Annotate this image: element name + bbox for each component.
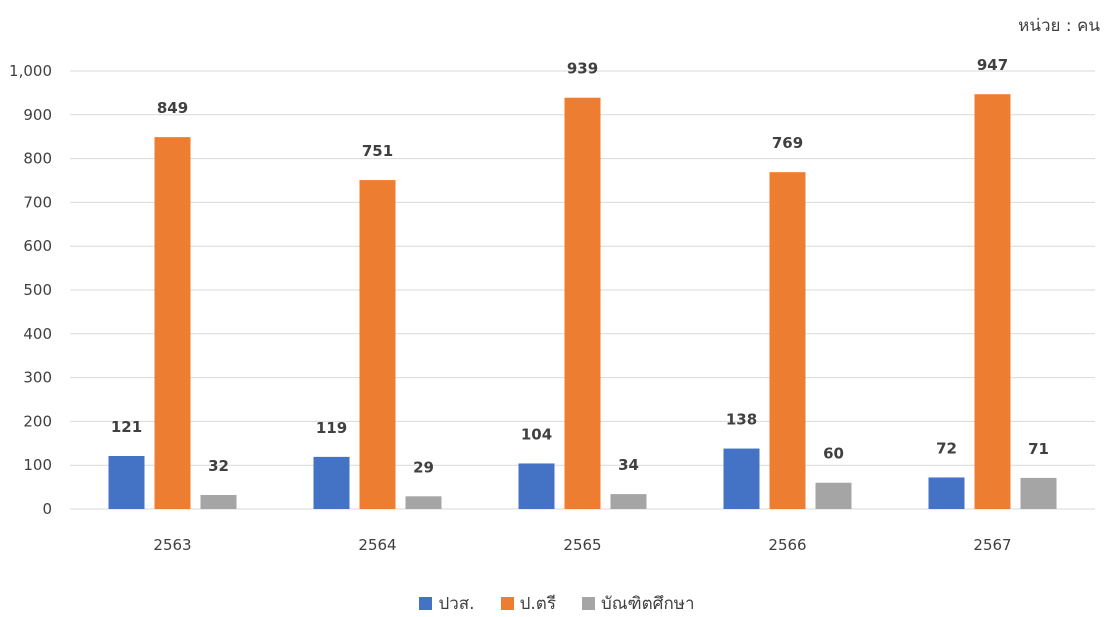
x-tick-label: 2567 [973, 536, 1011, 554]
y-tick-label: 600 [23, 237, 52, 255]
bar [974, 94, 1011, 510]
data-label: 72 [936, 439, 957, 457]
bar [359, 180, 396, 509]
legend-label-bachelor: ป.ตรี [519, 594, 556, 614]
legend-swatch-bachelor [500, 597, 514, 610]
data-label: 769 [772, 134, 803, 152]
bar [610, 494, 647, 509]
data-label: 751 [362, 142, 393, 160]
y-tick-label: 700 [23, 193, 52, 211]
data-label: 32 [208, 457, 229, 475]
bar [723, 448, 760, 509]
data-label: 29 [413, 458, 434, 476]
legend-swatch-diploma [419, 597, 433, 610]
bar [108, 456, 145, 509]
x-tick-label: 2566 [768, 536, 806, 554]
x-tick-label: 2565 [563, 536, 601, 554]
data-label: 849 [157, 99, 188, 117]
data-label: 60 [823, 445, 844, 463]
legend-swatch-graduate [581, 597, 595, 610]
y-tick-label: 500 [23, 281, 52, 299]
legend-item-graduate: บัณฑิตศึกษา [581, 590, 695, 617]
legend-label-graduate: บัณฑิตศึกษา [600, 594, 695, 614]
bar [564, 97, 601, 509]
bar [313, 456, 350, 509]
bar [769, 172, 806, 510]
legend: ปวส. ป.ตรี บัณฑิตศึกษา [0, 590, 1114, 617]
bar [928, 477, 965, 509]
data-label: 71 [1028, 440, 1049, 458]
y-tick-label: 100 [23, 456, 52, 474]
x-tick-label: 2564 [358, 536, 396, 554]
data-label: 947 [977, 56, 1008, 74]
data-label: 121 [111, 418, 142, 436]
bar [200, 494, 237, 509]
unit-label: หน่วย : คน [1018, 16, 1100, 36]
bar [815, 482, 852, 509]
y-tick-label: 200 [23, 412, 52, 430]
data-label: 138 [726, 411, 757, 429]
y-tick-label: 1,000 [9, 62, 52, 80]
data-label: 34 [618, 456, 639, 474]
y-tick-label: 400 [23, 325, 52, 343]
legend-label-diploma: ปวส. [438, 594, 475, 614]
bar [518, 463, 555, 509]
y-tick-label: 900 [23, 106, 52, 124]
legend-item-diploma: ปวส. [419, 590, 475, 617]
bar [1020, 477, 1057, 509]
data-label: 119 [316, 419, 347, 437]
legend-item-bachelor: ป.ตรี [500, 590, 556, 617]
bar [154, 137, 191, 509]
data-label: 104 [521, 425, 552, 443]
data-label: 939 [567, 60, 598, 78]
x-tick-label: 2563 [153, 536, 191, 554]
y-tick-label: 0 [42, 500, 52, 518]
bar [405, 496, 442, 509]
y-tick-label: 800 [23, 150, 52, 168]
y-tick-label: 300 [23, 369, 52, 387]
